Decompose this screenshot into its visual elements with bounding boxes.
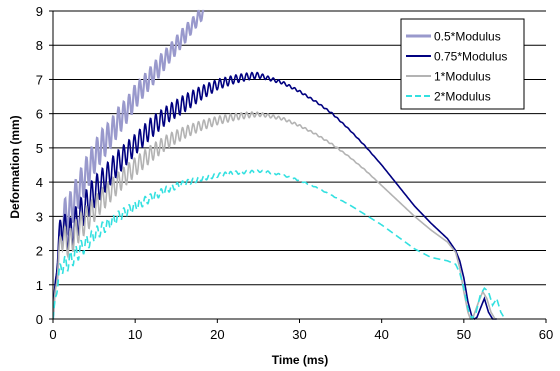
series-line-0-75-modulus (53, 71, 497, 320)
x-axis-title: Time (ms) (272, 353, 328, 367)
series-line-0-5-modulus (53, 9, 205, 320)
x-tick-label: 30 (292, 327, 306, 342)
y-tick-label: 4 (36, 175, 43, 190)
y-tick-label: 0 (36, 312, 43, 327)
legend-label: 0.75*Modulus (434, 50, 507, 64)
legend-label: 0.5*Modulus (434, 30, 501, 44)
legend: 0.5*Modulus 0.75*Modulus 1*Modulus 2*Modulu… (400, 18, 525, 110)
gridlines (53, 10, 546, 286)
x-tick-label: 50 (457, 327, 471, 342)
x-tick-label: 10 (128, 327, 142, 342)
y-tick-label: 7 (36, 72, 43, 87)
tick-labels: 0 10 20 30 40 50 60 0 1 2 3 4 5 6 7 8 9 (36, 4, 553, 342)
legend-box (400, 18, 525, 110)
series-line-2-modulus (53, 169, 506, 320)
x-tick-label: 40 (374, 327, 388, 342)
y-axis-title: Deformation (mm) (8, 115, 22, 218)
y-tick-label: 1 (36, 278, 43, 293)
x-tick-label: 60 (539, 327, 553, 342)
x-tick-label: 20 (210, 327, 224, 342)
series-line-1-modulus (53, 111, 496, 320)
y-tick-label: 2 (36, 244, 43, 259)
y-tick-label: 3 (36, 209, 43, 224)
y-tick-label: 9 (36, 4, 43, 19)
series-lines (53, 9, 506, 320)
legend-label: 1*Modulus (434, 70, 491, 84)
y-tick-label: 5 (36, 141, 43, 156)
x-tick-label: 0 (49, 327, 56, 342)
y-tick-label: 8 (36, 38, 43, 53)
y-tick-label: 6 (36, 107, 43, 122)
legend-label: 2*Modulus (434, 90, 491, 104)
